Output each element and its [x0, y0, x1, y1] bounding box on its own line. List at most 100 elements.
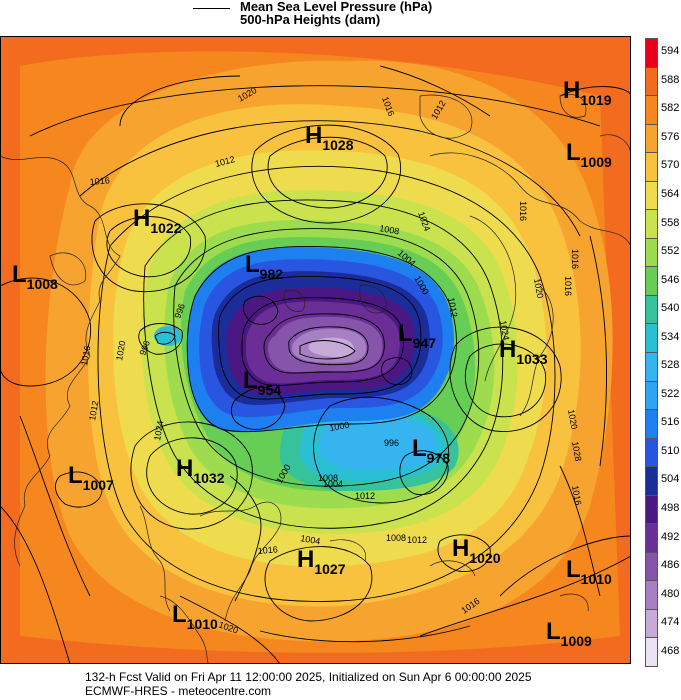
low-pressure-center: L1010	[172, 601, 218, 632]
high-pressure-center: H1027	[297, 546, 346, 577]
isobar-label: 1020	[532, 278, 545, 299]
isobar-label: 1024	[498, 320, 511, 341]
low-pressure-center: L1007	[68, 462, 114, 493]
high-pressure-center: H1032	[176, 455, 225, 486]
isobar-label: 1012	[407, 535, 427, 545]
colorbar-swatch	[645, 237, 658, 268]
isobar-lines	[0, 65, 631, 664]
footer-source: ECMWF-HRES - meteocentre.com	[85, 684, 272, 698]
colorbar-label: 468	[661, 644, 680, 657]
colorbar-swatch	[645, 266, 658, 296]
isobar-label: 1000	[329, 420, 350, 433]
low-pressure-center: L1010	[566, 556, 612, 587]
low-pressure-center: L1008	[12, 261, 58, 292]
colorbar-swatch	[645, 409, 658, 439]
isobar-label: 1012	[355, 491, 375, 501]
footer-valid-time: 132-h Fcst Valid on Fri Apr 11 12:00:00 …	[85, 670, 532, 684]
isobar-label: 1012	[87, 400, 100, 421]
isobar-label: 996	[172, 302, 187, 320]
isobar-label: 1012	[446, 297, 459, 318]
isobar-label: 1016	[89, 175, 110, 187]
colorbar-swatch	[645, 38, 658, 68]
field-528	[319, 411, 437, 471]
isobar-label: 1016	[79, 345, 92, 366]
colorbar-swatch	[645, 323, 658, 353]
colorbar-label: 546	[661, 273, 680, 286]
colorbar-label: 552	[661, 245, 680, 258]
isobar-label: 1016	[570, 485, 583, 506]
isobar-label: 1016	[518, 201, 528, 221]
colorbar-swatch	[645, 608, 658, 639]
colorbar-label: 492	[661, 530, 680, 543]
high-pressure-center: H1020	[452, 535, 501, 566]
isobar-label: 1016	[257, 544, 278, 556]
colorbar-label: 582	[661, 102, 680, 115]
pressure-centers: H1019 L1009 H1028 H1022 L1008 L982 L947 H1033 L9…	[12, 77, 612, 649]
colorbar-swatch	[645, 180, 658, 211]
colorbar: 594 588 582 576 570 564 558 552 546 540 534 528 522 5…	[645, 38, 681, 667]
isobar-label: 1024	[152, 420, 165, 441]
low-pressure-center: L982	[245, 251, 283, 282]
isobar-label: 1028	[570, 441, 583, 462]
colorbar-label: 594	[661, 45, 680, 58]
isobar-label: 1008	[318, 473, 338, 483]
high-pressure-center: H1028	[305, 122, 354, 153]
colorbar-label: 474	[661, 616, 680, 629]
isobar-label: 1020	[114, 340, 127, 361]
colorbar-label: 510	[661, 444, 680, 457]
colorbar-swatch	[645, 352, 658, 382]
colorbar-swatch	[645, 380, 658, 411]
colorbar-swatch	[645, 637, 658, 667]
high-pressure-center: H1019	[563, 77, 612, 108]
colorbar-swatch	[645, 209, 658, 239]
isobar-label: 1016	[570, 249, 580, 269]
high-pressure-center: H1022	[133, 205, 182, 236]
forecast-map: 1020101610121016101210241016102010081004…	[0, 36, 631, 664]
isobar-label: 1008	[386, 533, 406, 543]
legend-title-pressure: Mean Sea Level Pressure (hPa)	[240, 0, 433, 14]
low-pressure-center: L947	[398, 320, 436, 351]
colorbar-label: 576	[661, 130, 680, 143]
colorbar-label: 486	[661, 559, 680, 572]
colorbar-swatch	[645, 294, 658, 325]
high-pressure-center: H1033	[499, 336, 548, 367]
colorbar-label: 516	[661, 416, 680, 429]
low-pressure-center: L978	[412, 435, 450, 466]
colorbar-label: 522	[661, 387, 680, 400]
isobar-label: 1004	[300, 533, 321, 546]
colorbar-label: 570	[661, 159, 680, 172]
colorbar-swatch	[645, 580, 658, 610]
colorbar-label: 534	[661, 330, 680, 343]
colorbar-label: 498	[661, 502, 680, 514]
map-footer: 132-h Fcst Valid on Fri Apr 11 12:00:00 …	[85, 670, 532, 698]
coastlines	[0, 94, 631, 664]
colorbar-label: 528	[661, 359, 680, 372]
colorbar-label: 564	[661, 188, 680, 200]
colorbar-swatch	[645, 523, 658, 553]
low-pressure-center: L1009	[546, 618, 592, 649]
colorbar-swatch	[645, 123, 658, 154]
isobar-label: 1020	[566, 409, 579, 430]
low-pressure-center: L954	[243, 367, 281, 398]
isobar-legend-line	[193, 8, 230, 9]
legend-title-heights: 500-hPa Heights (dam)	[240, 12, 381, 27]
map-legend: Mean Sea Level Pressure (hPa) 500-hPa He…	[190, 0, 490, 34]
colorbar-label: 504	[661, 473, 680, 486]
colorbar-swatch	[645, 152, 658, 182]
colorbar-swatch	[645, 95, 658, 125]
colorbar-swatch	[645, 66, 658, 97]
colorbar-swatch	[645, 437, 658, 468]
field-474	[308, 337, 354, 357]
colorbar-swatch	[645, 494, 658, 525]
colorbar-label: 540	[661, 302, 680, 315]
isobar-label: 996	[137, 339, 152, 357]
isobar-label: 1004	[323, 479, 343, 489]
isobar-label: 1008	[379, 223, 400, 236]
colorbar-label: 480	[661, 587, 680, 600]
low-pressure-center: L1009	[566, 139, 612, 170]
colorbar-swatch	[645, 551, 658, 582]
colorbar-label: 588	[661, 73, 680, 86]
isobar-label: 1016	[563, 276, 573, 296]
colorbar-label: 558	[661, 216, 680, 229]
isobar-label: 996	[384, 438, 399, 448]
